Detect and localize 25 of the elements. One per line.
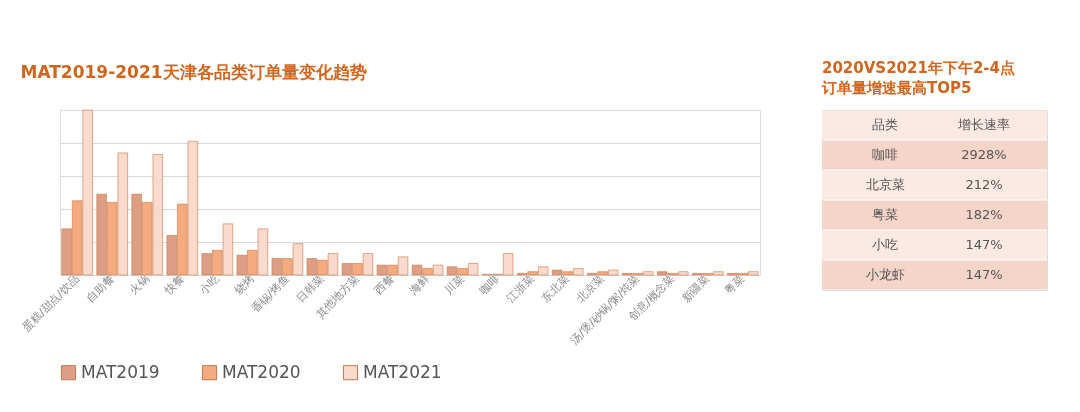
text: 212%	[965, 177, 1003, 192]
category-label: 小龙虾	[865, 267, 905, 282]
x-tick-label: 海鲜	[407, 272, 432, 298]
text: 增长速率	[957, 117, 1010, 132]
category-label: 咖啡	[872, 147, 898, 162]
legend-label: MAT2021	[363, 361, 442, 382]
text: 2928%	[961, 147, 1007, 162]
text: 147%	[965, 237, 1003, 252]
category-label: 北京菜	[865, 177, 905, 192]
category-label: 小吃	[872, 237, 898, 252]
text: 品类	[872, 117, 898, 132]
legend-label: MAT2019	[81, 361, 160, 382]
x-tick-label: 自助餐	[83, 272, 117, 306]
x-tick-label: 小吃	[196, 272, 222, 298]
text: 147%	[965, 267, 1003, 282]
x-tick-label: 火锅	[126, 272, 152, 298]
x-tick-label: 烧烤	[231, 272, 257, 298]
x-tick-label: 咖啡	[477, 272, 502, 298]
text: 2020VS2021年下午2-4点订单量增速最高TOP5	[821, 59, 1016, 97]
x-tick-label: 快餐	[161, 272, 187, 299]
chart-title: MAT2019-2021天津各品类订单量变化趋势	[20, 61, 367, 82]
x-tick-label: 西餐	[371, 272, 397, 298]
legend-label: MAT2020	[222, 361, 301, 382]
text: 182%	[965, 207, 1003, 222]
category-label: 粤菜	[872, 207, 898, 222]
